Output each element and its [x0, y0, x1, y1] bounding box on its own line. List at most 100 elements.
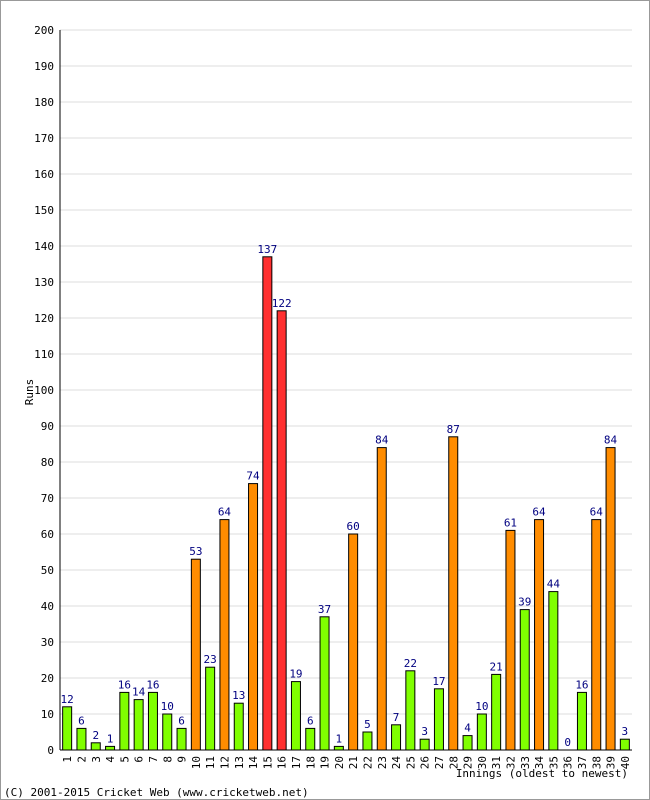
value-label: 6: [178, 714, 185, 727]
value-label: 16: [118, 678, 131, 691]
value-label: 21: [490, 660, 503, 673]
value-label: 19: [289, 668, 302, 681]
value-label: 122: [272, 297, 292, 310]
x-tick-label: 31: [490, 756, 503, 769]
bar: [605, 447, 616, 751]
bar: [248, 483, 259, 751]
x-tick-label: 33: [519, 756, 532, 769]
y-tick-label: 170: [34, 132, 54, 145]
x-tick-label: 26: [419, 756, 432, 769]
value-label: 0: [564, 736, 571, 749]
bar: [491, 673, 502, 751]
x-tick-label: 7: [147, 756, 160, 763]
bar: [505, 529, 516, 751]
value-label: 64: [218, 506, 232, 519]
bar: [448, 436, 459, 751]
value-label: 53: [189, 545, 202, 558]
bar: [548, 591, 559, 751]
y-tick-label: 50: [41, 564, 54, 577]
value-label: 137: [257, 243, 277, 256]
x-tick-label: 10: [190, 756, 203, 769]
bar: [333, 745, 344, 751]
x-tick-label: 22: [361, 756, 374, 769]
x-tick-label: 1: [61, 756, 74, 763]
bar: [534, 519, 545, 751]
value-label: 16: [575, 678, 588, 691]
bar: [176, 727, 187, 751]
bar: [262, 256, 273, 751]
x-tick-label: 25: [404, 756, 417, 769]
x-tick-label: 9: [176, 756, 189, 763]
x-tick-label: 28: [447, 756, 460, 769]
value-label: 3: [622, 725, 629, 738]
x-tick-label: 29: [462, 756, 475, 769]
bar: [162, 713, 173, 751]
bar: [476, 713, 487, 751]
x-tick-label: 14: [247, 756, 260, 770]
value-label: 16: [146, 678, 159, 691]
bar: [147, 691, 158, 751]
bar: [219, 519, 230, 751]
value-label: 7: [393, 711, 400, 724]
y-tick-label: 20: [41, 672, 54, 685]
value-label: 64: [590, 506, 604, 519]
y-tick-label: 60: [41, 528, 54, 541]
value-label: 61: [504, 516, 517, 529]
y-tick-label: 80: [41, 456, 54, 469]
x-tick-label: 37: [576, 756, 589, 769]
x-tick-label: 4: [104, 756, 117, 763]
value-label: 17: [432, 675, 445, 688]
x-tick-label: 5: [118, 756, 131, 763]
bar: [462, 735, 473, 751]
y-tick-label: 130: [34, 276, 54, 289]
bar: [205, 666, 216, 751]
bar: [319, 616, 330, 751]
y-tick-label: 200: [34, 24, 54, 37]
bar: [405, 670, 416, 751]
y-tick-label: 110: [34, 348, 54, 361]
x-tick-label: 27: [433, 756, 446, 769]
value-label: 6: [307, 714, 314, 727]
x-tick-label: 39: [605, 756, 618, 769]
x-tick-label: 38: [590, 756, 603, 769]
x-tick-label: 36: [562, 756, 575, 769]
value-label: 60: [347, 520, 360, 533]
y-tick-label: 100: [34, 384, 54, 397]
x-tick-label: 17: [290, 756, 303, 769]
y-tick-label: 30: [41, 636, 54, 649]
value-label: 87: [447, 423, 460, 436]
bar: [233, 702, 244, 751]
y-tick-label: 0: [47, 744, 54, 757]
value-label: 5: [364, 718, 371, 731]
x-tick-label: 11: [204, 756, 217, 769]
x-tick-label: 21: [347, 756, 360, 769]
value-label: 39: [518, 596, 531, 609]
value-label: 13: [232, 689, 245, 702]
value-label: 6: [78, 714, 85, 727]
bar: [305, 727, 316, 751]
x-tick-label: 15: [261, 756, 274, 769]
bar: [362, 731, 373, 751]
y-tick-label: 160: [34, 168, 54, 181]
value-label: 14: [132, 686, 146, 699]
value-label: 3: [421, 725, 428, 738]
value-label: 23: [204, 653, 217, 666]
y-tick-label: 90: [41, 420, 54, 433]
y-tick-label: 150: [34, 204, 54, 217]
bar: [105, 745, 116, 751]
bar: [391, 724, 402, 751]
bar: [591, 519, 602, 751]
x-tick-label: 30: [476, 756, 489, 769]
bar: [62, 706, 73, 751]
y-tick-label: 70: [41, 492, 54, 505]
value-label: 12: [61, 693, 74, 706]
bar: [190, 558, 201, 751]
x-tick-label: 3: [90, 756, 103, 763]
value-label: 10: [161, 700, 174, 713]
y-tick-label: 40: [41, 600, 54, 613]
value-label: 44: [547, 578, 561, 591]
y-tick-label: 140: [34, 240, 54, 253]
bar: [376, 447, 387, 751]
x-tick-label: 40: [619, 756, 632, 769]
